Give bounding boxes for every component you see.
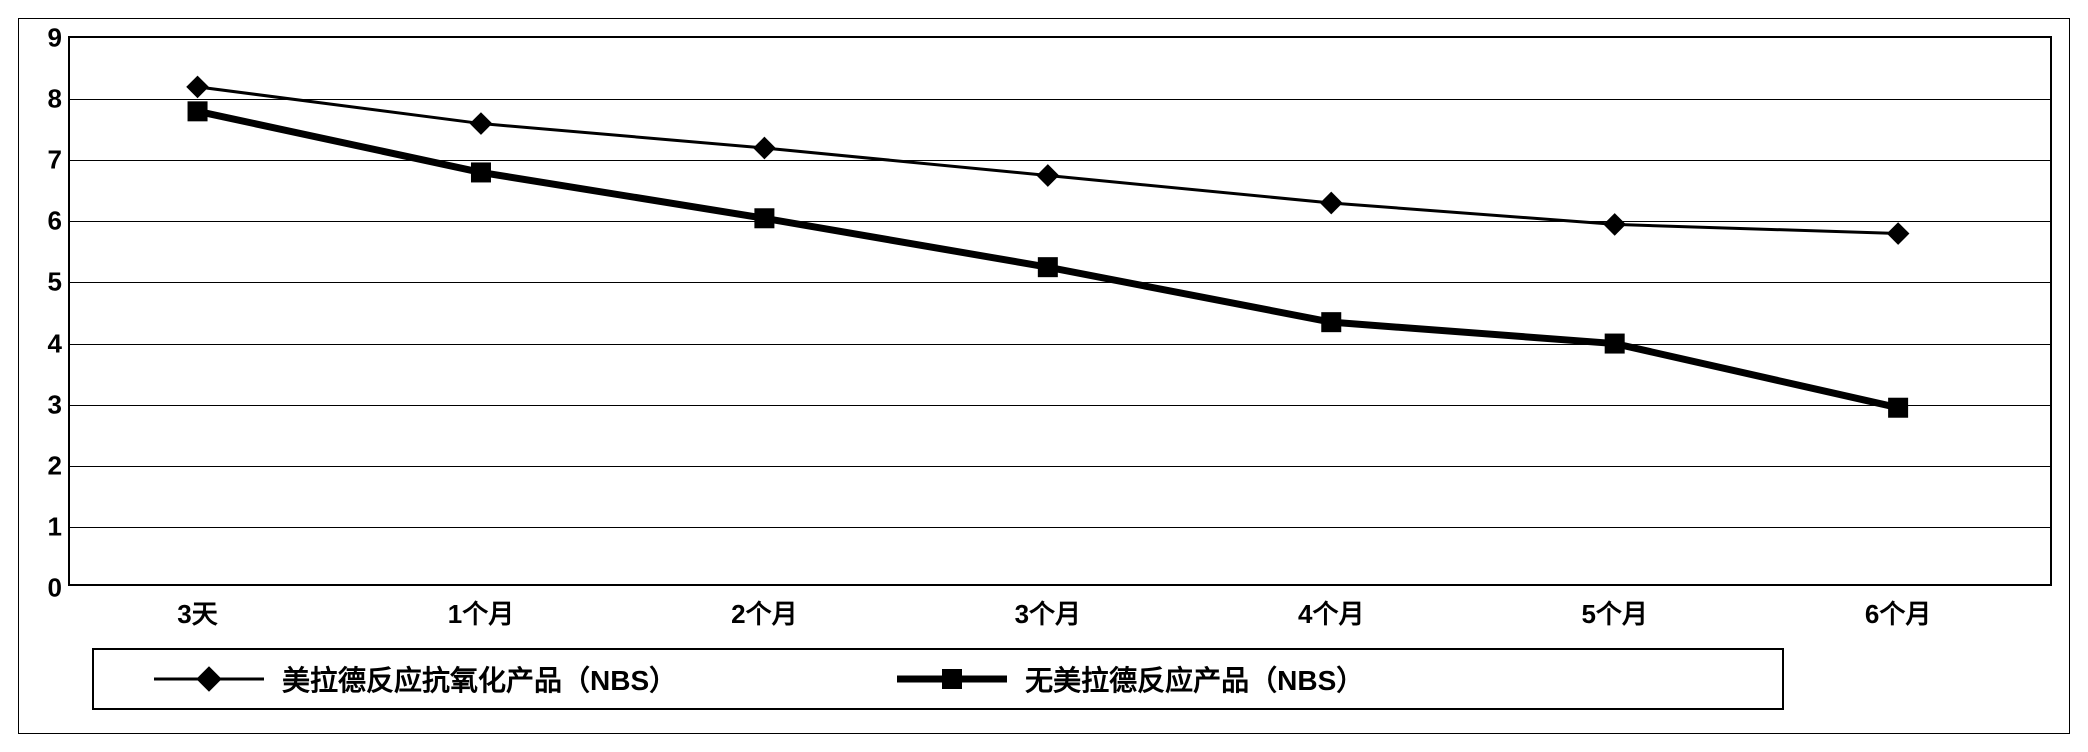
x-tick-label: 3天 [177, 594, 217, 631]
diamond-marker [753, 137, 776, 160]
y-tick-label: 3 [48, 389, 62, 420]
gridline [70, 221, 2050, 222]
diamond-marker [470, 112, 493, 135]
y-tick-label: 1 [48, 511, 62, 542]
y-tick-label: 2 [48, 450, 62, 481]
legend-label-series-1: 美拉德反应抗氧化产品（NBS） [282, 659, 677, 699]
x-tick-label: 6个月 [1865, 594, 1931, 631]
square-marker [1321, 312, 1341, 332]
legend-box: 美拉德反应抗氧化产品（NBS） 无美拉德反应产品（NBS） [92, 648, 1784, 710]
diamond-marker [186, 76, 209, 99]
gridline [70, 344, 2050, 345]
plot-area: 01234567893天1个月2个月3个月4个月5个月6个月 [68, 36, 2052, 586]
gridline [70, 405, 2050, 406]
square-marker [1888, 398, 1908, 418]
gridline [70, 160, 2050, 161]
y-tick-label: 8 [48, 84, 62, 115]
legend-item-series-2: 无美拉德反应产品（NBS） [897, 659, 1364, 699]
x-tick-label: 3个月 [1015, 594, 1081, 631]
legend-item-series-1: 美拉德反应抗氧化产品（NBS） [154, 659, 677, 699]
y-tick-label: 6 [48, 206, 62, 237]
diamond-marker [1320, 192, 1343, 215]
y-tick-label: 7 [48, 145, 62, 176]
x-tick-label: 1个月 [448, 594, 514, 631]
y-tick-label: 4 [48, 328, 62, 359]
y-tick-label: 5 [48, 267, 62, 298]
gridline [70, 99, 2050, 100]
square-marker [1038, 257, 1058, 277]
diamond-marker [1037, 164, 1060, 187]
x-tick-label: 5个月 [1581, 594, 1647, 631]
y-tick-label: 0 [48, 573, 62, 604]
series-line-1 [198, 111, 1899, 407]
legend-marker-square [897, 667, 1007, 691]
gridline [70, 466, 2050, 467]
square-marker [188, 101, 208, 121]
legend-label-series-2: 无美拉德反应产品（NBS） [1025, 659, 1364, 699]
legend-marker-diamond [154, 667, 264, 691]
x-tick-label: 2个月 [731, 594, 797, 631]
square-marker [754, 208, 774, 228]
gridline [70, 527, 2050, 528]
y-tick-label: 9 [48, 23, 62, 54]
diamond-marker [1887, 222, 1910, 245]
series-svg [70, 38, 2054, 588]
gridline [70, 282, 2050, 283]
diamond-marker [1603, 213, 1626, 236]
x-tick-label: 4个月 [1298, 594, 1364, 631]
square-marker [471, 162, 491, 182]
